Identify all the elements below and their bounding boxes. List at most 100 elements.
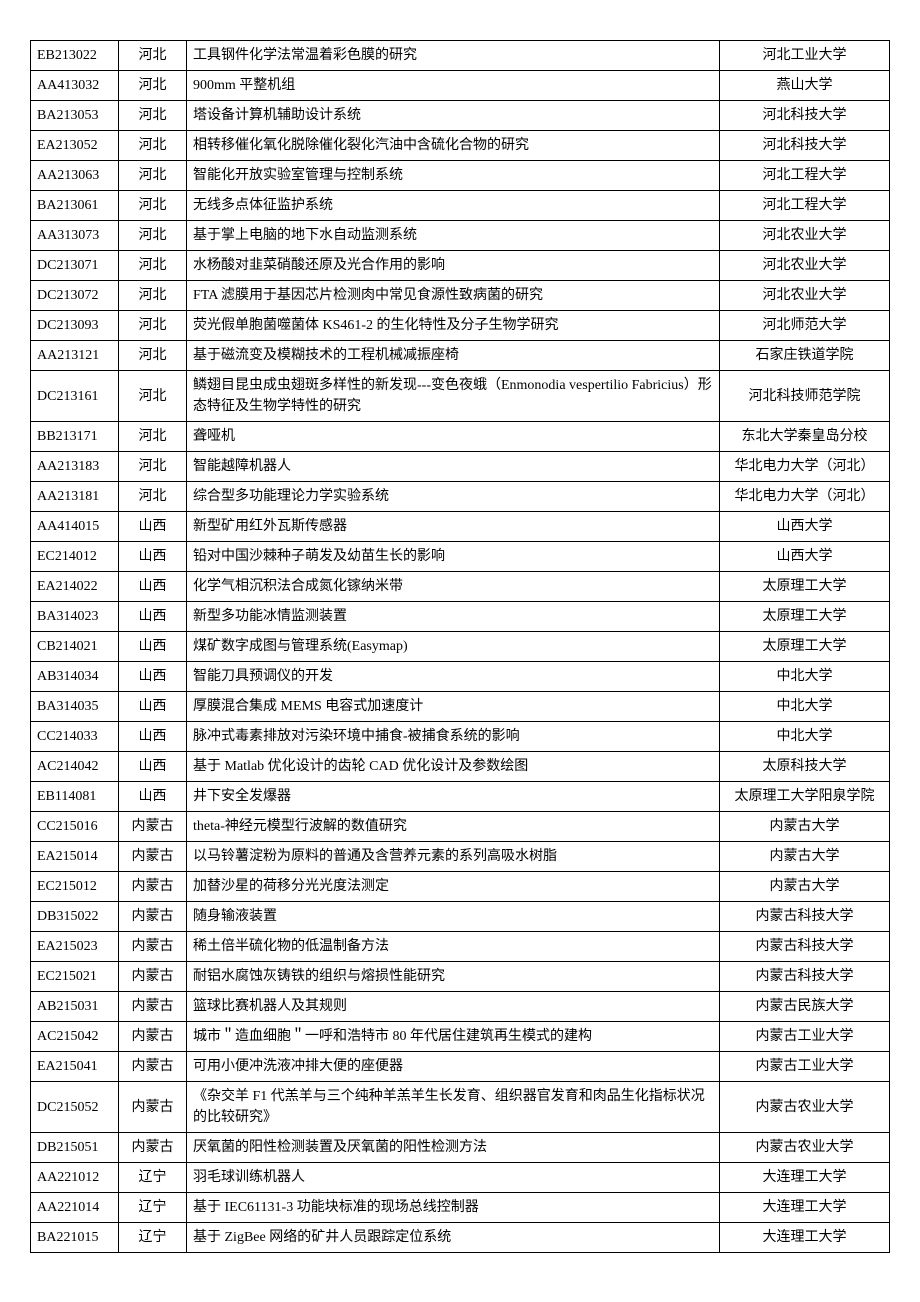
cell-title: 《杂交羊 F1 代羔羊与三个纯种羊羔羊生长发育、组织器官发育和肉品生化指标状况的… <box>187 1082 720 1133</box>
table-row: DC213161河北鳞翅目昆虫成虫翅斑多样性的新发现---变色夜蛾（Enmono… <box>31 371 890 422</box>
cell-title: 加替沙星的荷移分光光度法测定 <box>187 872 720 902</box>
cell-region: 河北 <box>119 281 187 311</box>
cell-title: 井下安全发爆器 <box>187 782 720 812</box>
cell-region: 河北 <box>119 221 187 251</box>
cell-institution: 河北工程大学 <box>720 161 890 191</box>
table-row: CB214021山西煤矿数字成图与管理系统(Easymap)太原理工大学 <box>31 632 890 662</box>
cell-code: DC213161 <box>31 371 119 422</box>
table-row: DB215051内蒙古厌氧菌的阳性检测装置及厌氧菌的阳性检测方法内蒙古农业大学 <box>31 1133 890 1163</box>
cell-institution: 河北科技大学 <box>720 101 890 131</box>
table-row: AA413032河北900mm 平整机组燕山大学 <box>31 71 890 101</box>
cell-region: 内蒙古 <box>119 1022 187 1052</box>
table-row: AA221014辽宁基于 IEC61131-3 功能块标准的现场总线控制器大连理… <box>31 1193 890 1223</box>
cell-institution: 燕山大学 <box>720 71 890 101</box>
cell-region: 山西 <box>119 692 187 722</box>
cell-title: 智能化开放实验室管理与控制系统 <box>187 161 720 191</box>
cell-region: 内蒙古 <box>119 872 187 902</box>
table-row: CC215016内蒙古theta-神经元模型行波解的数值研究内蒙古大学 <box>31 812 890 842</box>
cell-title: 无线多点体征监护系统 <box>187 191 720 221</box>
cell-title: 相转移催化氧化脱除催化裂化汽油中含硫化合物的研究 <box>187 131 720 161</box>
cell-code: BA314023 <box>31 602 119 632</box>
cell-code: BA314035 <box>31 692 119 722</box>
cell-code: EC214012 <box>31 542 119 572</box>
cell-title: 荧光假单胞菌噬菌体 KS461-2 的生化特性及分子生物学研究 <box>187 311 720 341</box>
table-body: EB213022河北工具钢件化学法常温着彩色膜的研究河北工业大学AA413032… <box>31 41 890 1253</box>
table-row: BB213171河北聋哑机东北大学秦皇岛分校 <box>31 422 890 452</box>
cell-institution: 河北科技大学 <box>720 131 890 161</box>
cell-title: 稀土倍半硫化物的低温制备方法 <box>187 932 720 962</box>
cell-title: 综合型多功能理论力学实验系统 <box>187 482 720 512</box>
cell-title: 基于掌上电脑的地下水自动监测系统 <box>187 221 720 251</box>
table-row: EC215021内蒙古耐铝水腐蚀灰铸铁的组织与熔损性能研究内蒙古科技大学 <box>31 962 890 992</box>
cell-title: 智能越障机器人 <box>187 452 720 482</box>
cell-region: 内蒙古 <box>119 812 187 842</box>
table-row: DC215052内蒙古《杂交羊 F1 代羔羊与三个纯种羊羔羊生长发育、组织器官发… <box>31 1082 890 1133</box>
cell-institution: 太原理工大学 <box>720 572 890 602</box>
cell-institution: 大连理工大学 <box>720 1223 890 1253</box>
cell-code: EB213022 <box>31 41 119 71</box>
cell-region: 河北 <box>119 131 187 161</box>
cell-code: AA213181 <box>31 482 119 512</box>
cell-title: 工具钢件化学法常温着彩色膜的研究 <box>187 41 720 71</box>
cell-region: 山西 <box>119 602 187 632</box>
cell-code: AA414015 <box>31 512 119 542</box>
cell-code: CC214033 <box>31 722 119 752</box>
table-row: BA314023山西新型多功能冰情监测装置太原理工大学 <box>31 602 890 632</box>
cell-region: 山西 <box>119 662 187 692</box>
cell-region: 河北 <box>119 341 187 371</box>
table-row: AA221012辽宁羽毛球训练机器人大连理工大学 <box>31 1163 890 1193</box>
cell-region: 内蒙古 <box>119 992 187 1022</box>
cell-institution: 石家庄铁道学院 <box>720 341 890 371</box>
cell-region: 河北 <box>119 371 187 422</box>
cell-code: DC213072 <box>31 281 119 311</box>
cell-institution: 河北科技师范学院 <box>720 371 890 422</box>
cell-title: 基于 IEC61131-3 功能块标准的现场总线控制器 <box>187 1193 720 1223</box>
cell-institution: 太原科技大学 <box>720 752 890 782</box>
table-row: AB215031内蒙古篮球比赛机器人及其规则内蒙古民族大学 <box>31 992 890 1022</box>
cell-institution: 山西大学 <box>720 512 890 542</box>
cell-code: EA215014 <box>31 842 119 872</box>
table-row: EC215012内蒙古加替沙星的荷移分光光度法测定内蒙古大学 <box>31 872 890 902</box>
cell-institution: 河北工业大学 <box>720 41 890 71</box>
cell-region: 河北 <box>119 191 187 221</box>
cell-code: AA413032 <box>31 71 119 101</box>
cell-institution: 太原理工大学 <box>720 632 890 662</box>
cell-institution: 山西大学 <box>720 542 890 572</box>
cell-title: 篮球比赛机器人及其规则 <box>187 992 720 1022</box>
cell-title: 以马铃薯淀粉为原料的普通及含营养元素的系列高吸水树脂 <box>187 842 720 872</box>
cell-code: AA213183 <box>31 452 119 482</box>
cell-region: 辽宁 <box>119 1223 187 1253</box>
cell-institution: 大连理工大学 <box>720 1163 890 1193</box>
cell-title: 900mm 平整机组 <box>187 71 720 101</box>
cell-code: CB214021 <box>31 632 119 662</box>
cell-region: 内蒙古 <box>119 962 187 992</box>
table-row: AA414015山西新型矿用红外瓦斯传感器山西大学 <box>31 512 890 542</box>
cell-title: 基于磁流变及模糊技术的工程机械减振座椅 <box>187 341 720 371</box>
cell-institution: 内蒙古工业大学 <box>720 1052 890 1082</box>
cell-region: 内蒙古 <box>119 932 187 962</box>
cell-region: 河北 <box>119 161 187 191</box>
cell-region: 内蒙古 <box>119 842 187 872</box>
cell-institution: 内蒙古工业大学 <box>720 1022 890 1052</box>
table-row: DC213071河北水杨酸对韭菜硝酸还原及光合作用的影响河北农业大学 <box>31 251 890 281</box>
table-row: DC213072河北FTA 滤膜用于基因芯片检测肉中常见食源性致病菌的研究河北农… <box>31 281 890 311</box>
cell-institution: 内蒙古科技大学 <box>720 902 890 932</box>
cell-code: AB314034 <box>31 662 119 692</box>
table-row: EB213022河北工具钢件化学法常温着彩色膜的研究河北工业大学 <box>31 41 890 71</box>
table-row: EA215023内蒙古稀土倍半硫化物的低温制备方法内蒙古科技大学 <box>31 932 890 962</box>
cell-institution: 内蒙古大学 <box>720 872 890 902</box>
table-row: DB315022内蒙古随身输液装置内蒙古科技大学 <box>31 902 890 932</box>
cell-code: AB215031 <box>31 992 119 1022</box>
table-row: AA213183河北智能越障机器人华北电力大学（河北） <box>31 452 890 482</box>
cell-code: DB315022 <box>31 902 119 932</box>
cell-institution: 内蒙古大学 <box>720 842 890 872</box>
table-row: EA215041内蒙古可用小便冲洗液冲排大便的座便器内蒙古工业大学 <box>31 1052 890 1082</box>
cell-institution: 太原理工大学阳泉学院 <box>720 782 890 812</box>
cell-code: BA221015 <box>31 1223 119 1253</box>
cell-code: EC215012 <box>31 872 119 902</box>
table-row: AC215042内蒙古城市＂造血细胞＂一呼和浩特市 80 年代居住建筑再生模式的… <box>31 1022 890 1052</box>
cell-code: EA215041 <box>31 1052 119 1082</box>
cell-institution: 河北师范大学 <box>720 311 890 341</box>
cell-title: 厌氧菌的阳性检测装置及厌氧菌的阳性检测方法 <box>187 1133 720 1163</box>
cell-region: 河北 <box>119 422 187 452</box>
